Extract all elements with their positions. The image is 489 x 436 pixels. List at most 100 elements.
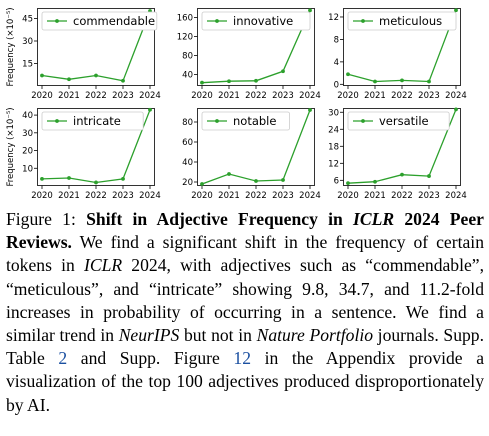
x-tick-label: 2024 <box>139 191 161 201</box>
chart-svg: 6 12 18 24 30 2020 2021 2022 2023 2024 versatile <box>328 107 467 201</box>
legend: versatile <box>347 111 450 131</box>
x-tick-label: 2022 <box>391 91 413 101</box>
data-point <box>227 79 231 84</box>
y-tick-label: 0 <box>334 80 339 90</box>
y-tick-label: 40 <box>182 71 193 81</box>
data-point <box>346 72 350 77</box>
data-point <box>454 107 458 112</box>
y-tick-label: 4 <box>334 58 339 68</box>
data-point <box>427 79 431 84</box>
x-tick-label: 2020 <box>337 191 359 201</box>
chart-panel-notable: 20 40 60 80 2020 2021 2022 2023 2024 notable <box>182 108 321 201</box>
legend: notable <box>201 111 290 131</box>
x-tick-label: 2021 <box>58 91 80 101</box>
x-tick-label: 2022 <box>85 91 107 101</box>
x-tick-label: 2021 <box>58 191 80 201</box>
x-tick-label: 2024 <box>445 91 467 101</box>
y-tick-label: 160 <box>177 14 193 24</box>
x-tick-label: 2023 <box>272 91 294 101</box>
x-tick-label: 2024 <box>139 91 161 101</box>
data-point <box>346 181 350 186</box>
chart-panel-innovative: 40 80 120 160 2020 2021 2022 2023 2024 innovative <box>177 8 321 101</box>
y-tick-label: 45 <box>22 15 33 25</box>
y-tick-label: 40 <box>182 158 193 168</box>
data-point <box>67 77 71 82</box>
y-tick-label: 30 <box>22 129 33 139</box>
x-tick-label: 2022 <box>245 91 267 101</box>
data-point <box>94 73 98 78</box>
x-tick-label: 2022 <box>85 191 107 201</box>
y-tick-label: 80 <box>182 118 193 128</box>
legend: meticulous <box>347 11 457 31</box>
x-tick-label: 2022 <box>245 191 267 201</box>
y-tick-label: 120 <box>177 33 193 43</box>
y-tick-label: 80 <box>182 52 193 62</box>
data-point <box>40 73 44 78</box>
data-point <box>148 107 152 112</box>
legend-label: meticulous <box>379 14 442 28</box>
x-tick-label: 2020 <box>31 91 53 101</box>
data-point <box>281 69 285 74</box>
table-ref-link[interactable]: 2 <box>58 348 68 369</box>
legend-label: commendable <box>73 14 155 28</box>
y-tick-label: 8 <box>334 35 339 45</box>
data-point <box>121 177 125 181</box>
data-point <box>373 79 377 84</box>
chart-svg: 20 40 60 80 2020 2021 2022 2023 2024 notable <box>182 108 321 201</box>
figure-panels: 15 30 45 2020 2021 2022 2023 2024 commendable Fre… <box>0 0 489 201</box>
y-axis-label: Frequency (×10⁻⁵) <box>6 7 16 86</box>
data-point <box>308 8 312 13</box>
chart-svg: 40 80 120 160 2020 2021 2022 2023 2024 innovative <box>177 8 321 101</box>
x-tick-label: 2023 <box>112 91 134 101</box>
y-tick-label: 30 <box>328 108 339 118</box>
x-tick-label: 2023 <box>418 91 440 101</box>
x-tick-label: 2021 <box>364 91 386 101</box>
legend: commendable <box>41 11 158 31</box>
data-point <box>454 8 458 13</box>
legend-label: innovative <box>233 14 293 28</box>
caption-label: Figure 1: <box>6 209 76 229</box>
data-point <box>308 108 312 112</box>
x-tick-label: 2024 <box>299 91 321 101</box>
chart-svg: 0 4 8 12 2020 2021 2022 2023 2024 meticulous <box>328 8 467 101</box>
x-tick-label: 2024 <box>445 191 467 201</box>
x-tick-label: 2024 <box>299 191 321 201</box>
chart-panel-commendable: 15 30 45 2020 2021 2022 2023 2024 commendable Fre… <box>6 7 161 101</box>
data-point <box>121 78 125 83</box>
x-tick-label: 2021 <box>364 191 386 201</box>
y-tick-label: 15 <box>22 60 33 70</box>
data-point <box>200 182 204 186</box>
x-tick-label: 2020 <box>191 91 213 101</box>
data-point <box>227 172 231 176</box>
chart-panel-meticulous: 0 4 8 12 2020 2021 2022 2023 2024 meticulous <box>328 8 467 101</box>
chart-panel-versatile: 6 12 18 24 30 2020 2021 2022 2023 2024 versatile <box>328 107 467 201</box>
y-tick-label: 12 <box>328 13 339 23</box>
x-tick-label: 2021 <box>218 191 240 201</box>
y-tick-label: 40 <box>22 111 33 121</box>
figure-ref-link[interactable]: 12 <box>233 348 251 369</box>
y-tick-label: 10 <box>22 164 33 174</box>
y-tick-label: 12 <box>328 159 339 169</box>
y-tick-label: 60 <box>182 138 193 148</box>
x-tick-label: 2023 <box>112 191 134 201</box>
data-point <box>40 177 44 181</box>
caption-title: Shift in Adjective Frequency in ICLR 202… <box>6 209 484 253</box>
x-tick-label: 2022 <box>391 191 413 201</box>
y-tick-label: 6 <box>334 176 339 186</box>
data-point <box>254 78 258 83</box>
legend: intricate <box>41 111 144 131</box>
y-tick-label: 20 <box>22 147 33 157</box>
legend-label: notable <box>233 114 276 128</box>
y-tick-label: 30 <box>22 37 33 47</box>
chart-svg: 10 20 30 40 2020 2021 2022 2023 2024 intricate Fre… <box>6 107 161 201</box>
chart-panel-intricate: 10 20 30 40 2020 2021 2022 2023 2024 intricate Fre… <box>6 107 161 201</box>
legend-label: versatile <box>379 114 429 128</box>
data-point <box>427 174 431 178</box>
data-point <box>373 179 377 184</box>
y-tick-label: 24 <box>328 125 339 135</box>
data-point <box>254 179 258 183</box>
legend-label: intricate <box>73 114 121 128</box>
chart-svg: 15 30 45 2020 2021 2022 2023 2024 commendable Fre… <box>6 7 161 101</box>
y-tick-label: 20 <box>182 178 193 188</box>
y-tick-label: 18 <box>328 142 339 152</box>
